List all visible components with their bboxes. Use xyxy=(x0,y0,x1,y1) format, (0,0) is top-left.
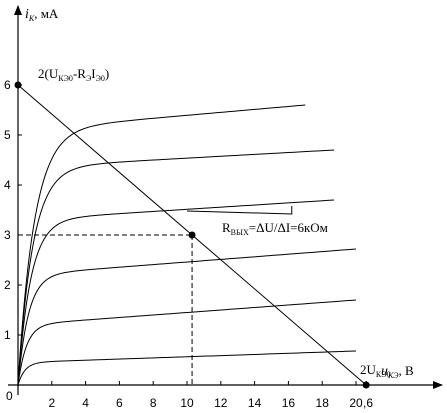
characteristic-curves xyxy=(17,104,357,386)
characteristic-curve xyxy=(17,248,357,386)
annotation-top: 2(UКЭ0-RЭIЭ0) xyxy=(38,66,109,83)
x-tick-label: 16 xyxy=(282,396,296,410)
y-tick-label: 2 xyxy=(4,278,11,292)
x-axis-label: uКЭ, В xyxy=(381,363,414,380)
y-tick-label: 3 xyxy=(4,228,11,242)
y-tick-label: 6 xyxy=(4,78,11,92)
y-axis-label: iК, мА xyxy=(25,6,59,23)
y-ticks: 1 2 3 4 5 6 xyxy=(4,78,22,342)
x-ticks: 2 4 6 8 10 12 14 16 18 20,6 xyxy=(48,381,373,410)
x-tick-label: 10 xyxy=(180,396,194,410)
x-tick-label: 20 xyxy=(349,396,363,410)
characteristic-curve xyxy=(17,104,306,385)
x-tick-label: 2 xyxy=(48,396,55,410)
x-extra-tick-label: ,6 xyxy=(363,396,373,410)
x-tick-label: 4 xyxy=(82,396,89,410)
annotation-bottom: 2UКЭ0 xyxy=(360,362,391,379)
x-tick-label: 14 xyxy=(248,396,262,410)
load-line-top-point xyxy=(14,81,22,89)
y-tick-label: 1 xyxy=(4,328,11,342)
x-tick-label: 12 xyxy=(214,396,228,410)
operating-point xyxy=(188,231,196,239)
slope-triangle xyxy=(186,206,293,215)
characteristic-curve xyxy=(17,199,335,385)
characteristic-curve xyxy=(17,149,335,385)
characteristic-curve xyxy=(17,350,357,386)
x-tick-label: 6 xyxy=(116,396,123,410)
y-tick-label: 4 xyxy=(4,178,11,192)
characteristic-curve xyxy=(17,299,357,386)
load-line-group xyxy=(14,81,370,389)
origin-label: 0 xyxy=(6,389,13,403)
x-tick-label: 18 xyxy=(316,396,330,410)
x-tick-label: 8 xyxy=(150,396,157,410)
load-line-bottom-point xyxy=(362,381,370,389)
annotation-rvyh: RВЫХ=ΔU/ΔI=6кОм xyxy=(222,220,328,237)
y-tick-label: 5 xyxy=(4,128,11,142)
